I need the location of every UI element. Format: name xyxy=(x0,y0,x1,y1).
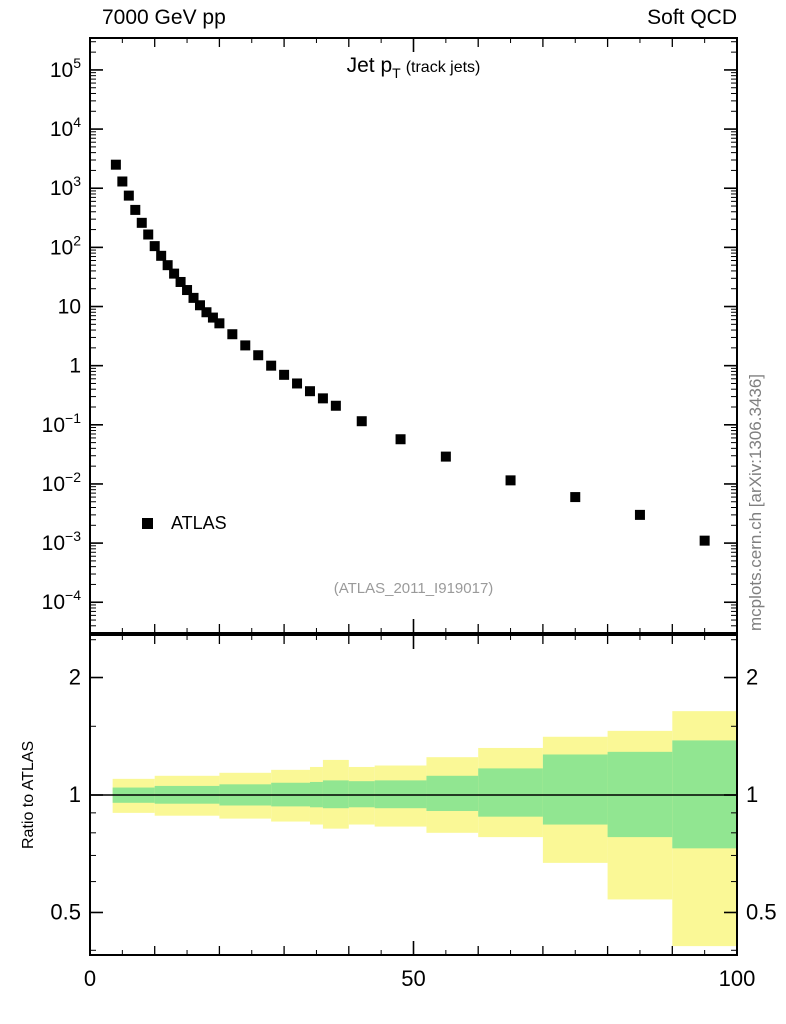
svg-text:2: 2 xyxy=(746,665,758,690)
svg-text:10−4: 10−4 xyxy=(42,587,82,614)
svg-text:10−1: 10−1 xyxy=(42,410,82,437)
legend-label: ATLAS xyxy=(171,513,227,533)
plot-title: Jet pT (track jets) xyxy=(90,54,737,81)
svg-text:104: 104 xyxy=(50,114,81,141)
svg-text:103: 103 xyxy=(50,173,81,200)
svg-text:105: 105 xyxy=(50,55,81,82)
svg-text:0.5: 0.5 xyxy=(50,899,81,924)
plot-title-subscript: T xyxy=(392,65,401,81)
legend: ATLAS xyxy=(142,513,227,534)
plot-title-main: Jet p xyxy=(346,54,393,77)
svg-text:0.5: 0.5 xyxy=(746,899,777,924)
plot-title-suffix: (track jets) xyxy=(405,59,481,76)
svg-text:0: 0 xyxy=(84,966,96,991)
svg-text:100: 100 xyxy=(719,966,756,991)
ratio-axis-label: Ratio to ATLAS xyxy=(20,740,37,849)
svg-text:50: 50 xyxy=(401,966,425,991)
svg-text:1: 1 xyxy=(746,782,758,807)
mcplots-watermark: mcplots.cern.ch [arXiv:1306.3436] xyxy=(746,373,765,631)
process-group-label: Soft QCD xyxy=(647,6,737,29)
svg-text:10−3: 10−3 xyxy=(42,528,82,555)
svg-text:102: 102 xyxy=(50,232,81,259)
svg-text:2: 2 xyxy=(69,665,81,690)
svg-text:10: 10 xyxy=(58,296,81,319)
atlas-square-marker-icon xyxy=(142,518,153,529)
beam-energy-label: 7000 GeV pp xyxy=(102,6,226,29)
svg-text:1: 1 xyxy=(69,355,81,378)
svg-text:10−2: 10−2 xyxy=(42,469,82,496)
analysis-reference-tag: (ATLAS_2011_I919017) xyxy=(333,580,494,597)
svg-text:1: 1 xyxy=(69,782,81,807)
